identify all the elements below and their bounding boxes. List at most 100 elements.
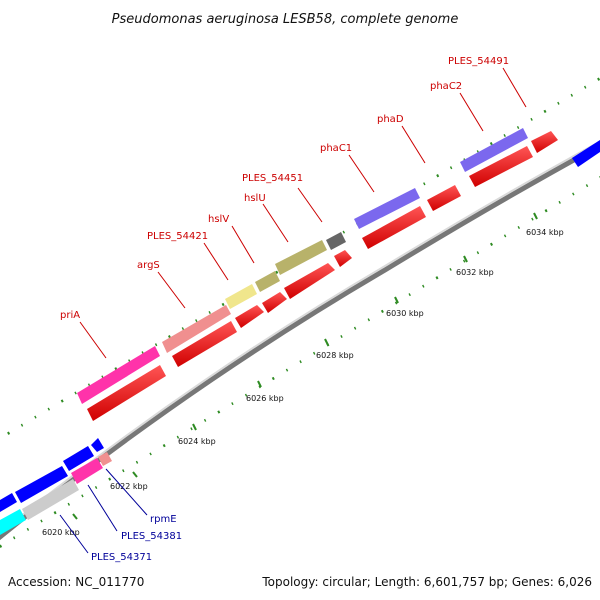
inner-tick-dash xyxy=(558,200,561,204)
inner-tick-dash xyxy=(94,485,98,490)
outer-tick-dash xyxy=(60,399,64,403)
cds-arrow-hslV[interactable] xyxy=(235,305,264,328)
reverse-pink-block[interactable] xyxy=(71,458,103,484)
PLES-54451-block[interactable] xyxy=(326,232,346,250)
inner-tick-dash xyxy=(176,435,180,439)
reverse-blue-2[interactable] xyxy=(63,446,94,471)
gene-label-hslV[interactable]: hslV xyxy=(208,214,229,225)
outer-tick-dash xyxy=(47,407,51,411)
reverse-blue-3[interactable] xyxy=(91,438,104,452)
inner-tick-dash xyxy=(572,192,575,196)
tick-6028: 6028 kbp xyxy=(316,338,354,360)
reverse-cyan-block[interactable] xyxy=(0,509,26,535)
inner-tick-dash xyxy=(462,259,466,263)
cds-arrow-PLES-54451[interactable] xyxy=(334,250,352,267)
feature-track-colored xyxy=(77,128,528,404)
outer-tick-dash xyxy=(597,77,600,81)
gene-label-priA[interactable]: priA xyxy=(60,310,80,321)
tick-6026: 6026 kbp xyxy=(246,380,284,403)
reverse-salmon-block[interactable] xyxy=(98,452,112,466)
cds-arrow-hslU[interactable] xyxy=(262,292,287,313)
accession-text: Accession: NC_011770 xyxy=(8,575,144,589)
inner-tick-dash xyxy=(408,293,411,297)
map-title: Pseudomonas aeruginosa LESB58, complete … xyxy=(112,12,459,27)
inner-tick-dash xyxy=(12,536,16,540)
inner-tick-dash xyxy=(81,494,84,498)
PLES-54441-block[interactable] xyxy=(275,240,327,275)
outer-tick-dash xyxy=(342,230,346,234)
gene-label-argS[interactable]: argS xyxy=(137,260,160,271)
gene-label-PLES-54381[interactable]: PLES_54381 xyxy=(121,531,182,542)
inner-tick-dash xyxy=(190,427,193,431)
inner-tick-dash xyxy=(258,385,261,389)
cds-arrow-argS[interactable] xyxy=(172,321,237,367)
cds-arrow-phaC1[interactable] xyxy=(362,206,426,249)
tick-label-6032: 6032 kbp xyxy=(456,268,494,277)
gene-label-phaC1[interactable]: phaC1 xyxy=(320,143,352,154)
coordinate-ticks: 6020 kbp 6022 kbp 6024 kbp 6026 kbp 6028… xyxy=(42,212,564,537)
tick-6032: 6032 kbp xyxy=(456,255,494,277)
gene-label-phaC2[interactable]: phaC2 xyxy=(430,81,462,92)
inner-tick-dash xyxy=(26,527,30,531)
tick-label-6020: 6020 kbp xyxy=(42,528,80,537)
reverse-blue-far-right[interactable] xyxy=(572,140,600,167)
phaC1-block[interactable] xyxy=(354,188,420,229)
tick-label-6034: 6034 kbp xyxy=(526,228,564,237)
inner-tick-dash xyxy=(217,410,221,414)
inner-tick-dash xyxy=(340,334,343,339)
inner-tick-dash xyxy=(149,452,152,456)
inner-tick-dash xyxy=(517,225,521,230)
gene-label-PLES-54371[interactable]: PLES_54371 xyxy=(91,552,152,563)
outer-tick-dash xyxy=(423,182,426,186)
inner-tick-dash xyxy=(353,326,357,330)
reverse-blue-1[interactable] xyxy=(15,466,68,503)
inner-tick-dash xyxy=(490,242,493,246)
inner-tick-dash xyxy=(40,519,43,523)
cds-arrow-PLES-54441[interactable] xyxy=(284,263,335,299)
inner-tick-dash xyxy=(53,511,57,515)
outer-tick-dash xyxy=(20,423,24,427)
outer-tick-dash xyxy=(208,310,211,315)
inner-tick-dash xyxy=(299,360,302,364)
tick-label-6028: 6028 kbp xyxy=(316,351,354,360)
feature-track-reverse xyxy=(0,140,600,535)
cds-arrow-phaC2[interactable] xyxy=(469,146,533,187)
tick-6020: 6020 kbp xyxy=(42,513,80,537)
reverse-gray-block[interactable] xyxy=(22,479,79,520)
outer-tick-dash xyxy=(195,319,198,323)
hslV-block[interactable] xyxy=(225,284,257,309)
hslU-block[interactable] xyxy=(255,271,280,292)
cds-arrow-PLES-54491[interactable] xyxy=(531,131,558,153)
cds-forward-track xyxy=(87,131,558,421)
tick-6034: 6034 kbp xyxy=(526,212,564,237)
outer-tick-dash xyxy=(436,174,440,178)
tick-label-6030: 6030 kbp xyxy=(386,309,424,318)
reverse-gene-labels: rpmE PLES_54381 PLES_54371 xyxy=(59,468,182,563)
gene-label-PLES-54491[interactable]: PLES_54491 xyxy=(448,56,509,67)
outer-tick-dash xyxy=(154,343,158,347)
reverse-blue-4[interactable] xyxy=(0,493,17,512)
genome-summary-text: Topology: circular; Length: 6,601,757 bp… xyxy=(261,575,592,589)
gene-label-rpmE[interactable]: rpmE xyxy=(150,514,177,525)
cds-arrow-priA[interactable] xyxy=(87,365,166,421)
inner-tick-dash xyxy=(449,267,452,271)
gene-label-PLES-54451[interactable]: PLES_54451 xyxy=(242,173,303,184)
outer-tick-dash xyxy=(583,85,587,89)
inner-tick-dash xyxy=(285,368,289,372)
gene-label-PLES-54421[interactable]: PLES_54421 xyxy=(147,231,208,242)
gene-label-hslU[interactable]: hslU xyxy=(244,193,266,204)
gene-label-phaD[interactable]: phaD xyxy=(377,114,404,125)
inner-tick-dash xyxy=(108,477,112,481)
inner-tick-dash xyxy=(531,217,534,221)
inner-tick-dash xyxy=(203,418,207,422)
inner-tick-dash xyxy=(476,251,480,255)
outer-tick-dash xyxy=(449,166,453,170)
priA-block[interactable] xyxy=(77,346,160,404)
phaC2-block[interactable] xyxy=(460,128,528,172)
argS-block[interactable] xyxy=(162,305,231,353)
cds-arrow-phaD[interactable] xyxy=(427,185,461,211)
inner-tick-dash xyxy=(394,301,398,305)
inner-tick-dash xyxy=(503,234,507,238)
inner-tick-dash xyxy=(135,460,139,464)
